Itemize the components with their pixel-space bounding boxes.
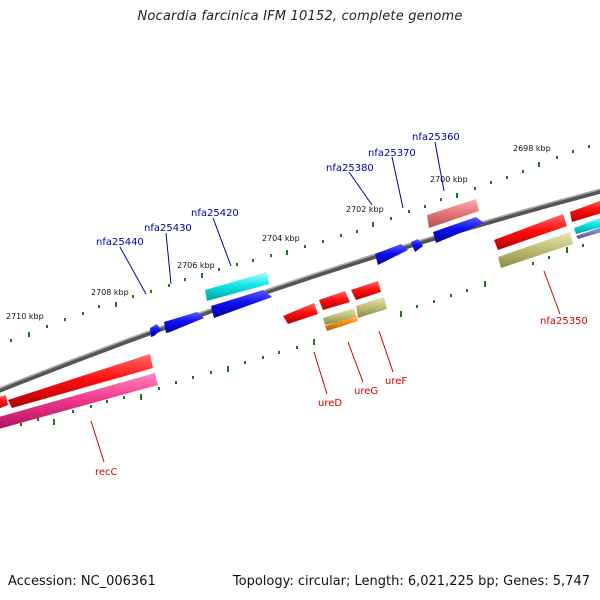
scale-label: 2708 kbp bbox=[91, 288, 129, 297]
gene-label[interactable]: nfa25370 bbox=[368, 148, 416, 159]
gene-label[interactable]: ureG bbox=[354, 386, 378, 397]
gene-ureD-2[interactable] bbox=[319, 291, 350, 310]
gene-nfa25350[interactable] bbox=[498, 232, 573, 268]
gene-nfa25440[interactable] bbox=[150, 324, 161, 337]
gene-label[interactable]: ureD bbox=[318, 398, 342, 409]
reverse-genes bbox=[0, 214, 573, 430]
gene-ureD[interactable] bbox=[283, 303, 318, 324]
gene-label[interactable]: nfa25350 bbox=[540, 316, 588, 327]
gene-labels: nfa25440 nfa25430 nfa25420 nfa25380 nfa2… bbox=[95, 132, 588, 478]
gene-label[interactable]: nfa25430 bbox=[144, 223, 192, 234]
gene-nfa25370[interactable] bbox=[411, 239, 423, 252]
scale-label: 2700 kbp bbox=[430, 175, 468, 184]
genome-backbone bbox=[0, 188, 600, 393]
gene-nfa25420-blue[interactable] bbox=[211, 290, 272, 318]
gene-label[interactable]: nfa25440 bbox=[96, 237, 144, 248]
gene-ureF-red[interactable] bbox=[351, 281, 381, 300]
gene-label[interactable]: nfa25360 bbox=[412, 132, 460, 143]
gene-nfa25360[interactable] bbox=[427, 199, 479, 228]
gene-ureF[interactable] bbox=[356, 297, 387, 318]
gene-nfa25360-blue[interactable] bbox=[433, 217, 484, 243]
scale-label: 2698 kbp bbox=[513, 144, 551, 153]
scale-label: 2710 kbp bbox=[6, 312, 44, 321]
gene-nfa25430[interactable] bbox=[164, 312, 204, 333]
gene-label[interactable]: nfa25420 bbox=[191, 208, 239, 219]
map-title: Nocardia farcinica IFM 10152, complete g… bbox=[137, 9, 463, 24]
gene-right-edge-violet[interactable] bbox=[576, 226, 600, 239]
scale-label: 2702 kbp bbox=[346, 205, 384, 214]
gene-label[interactable]: nfa25380 bbox=[326, 163, 374, 174]
gene-nfa25420[interactable] bbox=[205, 272, 269, 301]
gene-left-edge-red[interactable] bbox=[0, 395, 8, 410]
gene-right-edge-cyan[interactable] bbox=[574, 216, 600, 234]
gene-right-edge-red[interactable] bbox=[570, 199, 600, 222]
gene-ureG[interactable] bbox=[323, 308, 357, 325]
scale-label: 2706 kbp bbox=[177, 261, 215, 270]
forward-genes bbox=[150, 199, 600, 337]
label-leaders bbox=[90, 141, 561, 463]
gene-label[interactable]: ureF bbox=[385, 376, 407, 387]
gene-recC[interactable] bbox=[0, 373, 158, 430]
genome-summary-text: Topology: circular; Length: 6,021,225 bp… bbox=[232, 574, 590, 589]
scale-labels: 2710 kbp 2708 kbp 2706 kbp 2704 kbp 2702… bbox=[6, 144, 551, 321]
scale-label: 2704 kbp bbox=[262, 234, 300, 243]
gene-ureG-orange[interactable] bbox=[325, 316, 358, 331]
gene-label[interactable]: recC bbox=[95, 467, 118, 478]
gene-nfa25380[interactable] bbox=[375, 244, 408, 265]
accession-text: Accession: NC_006361 bbox=[8, 574, 156, 589]
lower-scale-ticks bbox=[20, 244, 584, 426]
upper-scale-ticks bbox=[10, 145, 590, 342]
genome-backbone-highlight bbox=[0, 188, 600, 389]
gene-nfa25350-red[interactable] bbox=[494, 214, 567, 250]
gene-recC-red[interactable] bbox=[8, 354, 153, 408]
